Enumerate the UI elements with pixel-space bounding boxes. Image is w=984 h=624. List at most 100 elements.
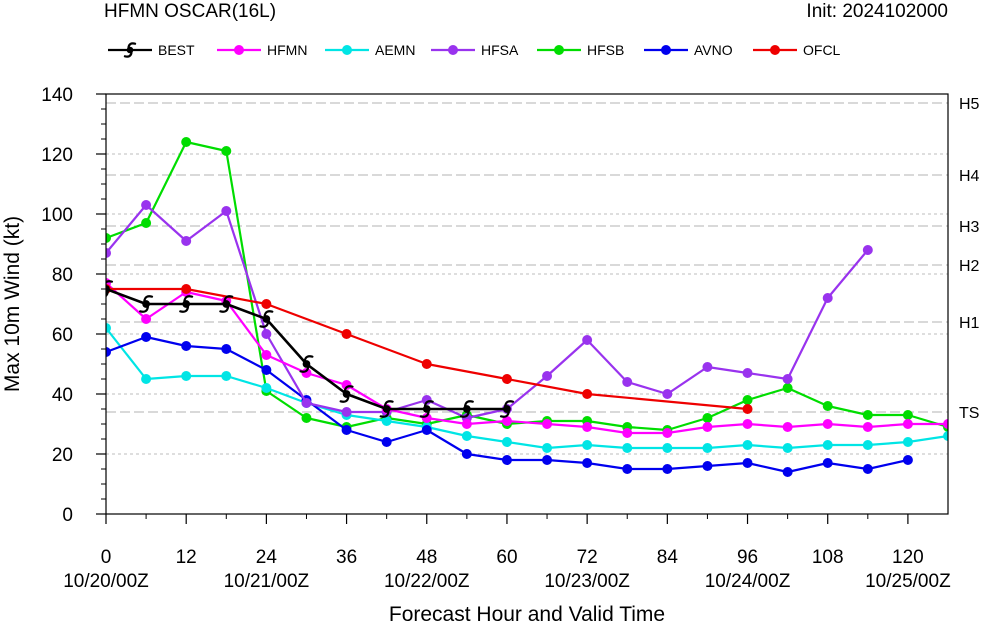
data-point-best — [106, 280, 114, 298]
data-point-hfmn — [582, 422, 593, 432]
data-point-hfmn — [662, 428, 673, 438]
data-point-ofcl — [261, 299, 272, 309]
data-point-avno — [461, 449, 472, 459]
data-point-hfsb — [742, 395, 753, 405]
threshold-label-h3: H3 — [959, 219, 980, 236]
series-line-hfsa — [106, 203, 869, 420]
chart-title: HFMN OSCAR(16L) — [104, 1, 276, 22]
data-point-hfsb — [702, 413, 713, 423]
legend-item-aemn: AEMN — [325, 42, 415, 58]
data-point-ofcl — [742, 404, 753, 414]
series-line-hfmn — [106, 282, 948, 435]
legend-item-hfsb: HFSB — [537, 42, 624, 58]
legend-marker — [661, 45, 671, 55]
init-time-label: Init: 2024102000 — [806, 1, 948, 22]
x-date-label: 10/21/00Z — [224, 571, 310, 592]
series-line-hfsb — [106, 140, 948, 432]
data-point-best — [499, 400, 515, 418]
plot-frame — [105, 93, 949, 515]
legend-label-hfsb: HFSB — [587, 42, 624, 58]
data-point-aemn — [662, 443, 673, 453]
data-point-aemn — [862, 440, 873, 450]
legend-label-hfsa: HFSA — [481, 42, 519, 58]
x-tick-label: 96 — [737, 547, 758, 568]
y-tick-label: 40 — [52, 385, 73, 406]
data-point-hfmn — [902, 419, 913, 429]
legend-label-aemn: AEMN — [375, 42, 415, 58]
legend-label-avno: AVNO — [694, 42, 733, 58]
y-tick-label: 120 — [41, 145, 73, 166]
series-ofcl — [106, 284, 753, 414]
legend-marker — [234, 45, 244, 55]
legend-marker — [342, 45, 352, 55]
data-point-hfsa — [662, 389, 673, 399]
y-tick-label: 80 — [52, 265, 73, 286]
data-point-aemn — [381, 416, 392, 426]
data-point-hfmn — [862, 422, 873, 432]
x-date-label: 10/23/00Z — [544, 571, 630, 592]
data-point-ofcl — [501, 374, 512, 384]
data-point-hfmn — [542, 419, 553, 429]
data-point-avno — [582, 458, 593, 468]
gridlines — [106, 153, 948, 455]
data-point-best — [379, 400, 394, 418]
legend-label-best: BEST — [158, 42, 195, 58]
data-point-hfmn — [702, 422, 713, 432]
data-point-avno — [501, 455, 512, 465]
legend-item-best: BEST — [108, 42, 195, 58]
data-point-hfsa — [702, 362, 713, 372]
data-point-aemn — [782, 443, 793, 453]
data-point-aemn — [141, 374, 152, 384]
data-point-hfmn — [943, 419, 948, 429]
data-point-ofcl — [421, 359, 432, 369]
data-point-hfsa — [106, 248, 111, 258]
y-tick-label: 60 — [52, 325, 73, 346]
data-point-best — [419, 400, 434, 418]
x-tick-label: 0 — [101, 547, 112, 568]
data-point-hfsa — [542, 371, 553, 381]
data-point-hfmn — [822, 419, 833, 429]
data-point-hfsb — [902, 410, 913, 420]
series-aemn — [106, 323, 948, 453]
data-point-aemn — [501, 437, 512, 447]
data-point-hfsb — [181, 137, 192, 147]
x-date-label: 10/22/00Z — [384, 571, 470, 592]
x-tick-label: 84 — [657, 547, 679, 568]
y-tick-label: 100 — [41, 205, 73, 226]
legend-item-avno: AVNO — [644, 42, 733, 58]
data-point-hfsa — [822, 293, 833, 303]
data-point-avno — [421, 425, 432, 435]
data-point-ofcl — [582, 389, 593, 399]
data-point-avno — [822, 458, 833, 468]
axes: 0 20 40 60 80 100 120 140 0 12 24 36 48 60 72 84 96 108 12… — [41, 85, 951, 592]
data-point-aemn — [582, 440, 593, 450]
y-tick-label: 0 — [62, 505, 73, 526]
y-tick-label: 20 — [52, 445, 73, 466]
legend-marker — [448, 45, 458, 55]
data-point-hfmn — [782, 422, 793, 432]
data-point-avno — [261, 365, 272, 375]
data-point-best — [259, 310, 274, 328]
x-date-label: 10/25/00Z — [865, 571, 951, 592]
threshold-label-h1: H1 — [959, 315, 980, 332]
y-tick-label: 140 — [41, 85, 73, 106]
data-point-avno — [542, 455, 553, 465]
data-point-hfsa — [181, 236, 192, 246]
x-tick-label: 24 — [256, 547, 278, 568]
data-point-avno — [622, 464, 633, 474]
data-point-avno — [902, 455, 913, 465]
x-tick-label: 72 — [577, 547, 598, 568]
data-point-hfsa — [221, 206, 232, 216]
data-point-hfmn — [421, 413, 432, 423]
legend-label-ofcl: OFCL — [803, 42, 841, 58]
threshold-label-h2: H2 — [959, 258, 980, 275]
legend-marker — [554, 45, 564, 55]
y-axis-title: Max 10m Wind (kt) — [1, 216, 24, 392]
data-point-hfsb — [221, 146, 232, 156]
data-point-hfsb — [106, 233, 111, 243]
data-point-aemn — [742, 440, 753, 450]
data-point-aemn — [181, 371, 192, 381]
data-point-aemn — [542, 443, 553, 453]
data-point-avno — [862, 464, 873, 474]
data-point-best — [339, 385, 354, 403]
